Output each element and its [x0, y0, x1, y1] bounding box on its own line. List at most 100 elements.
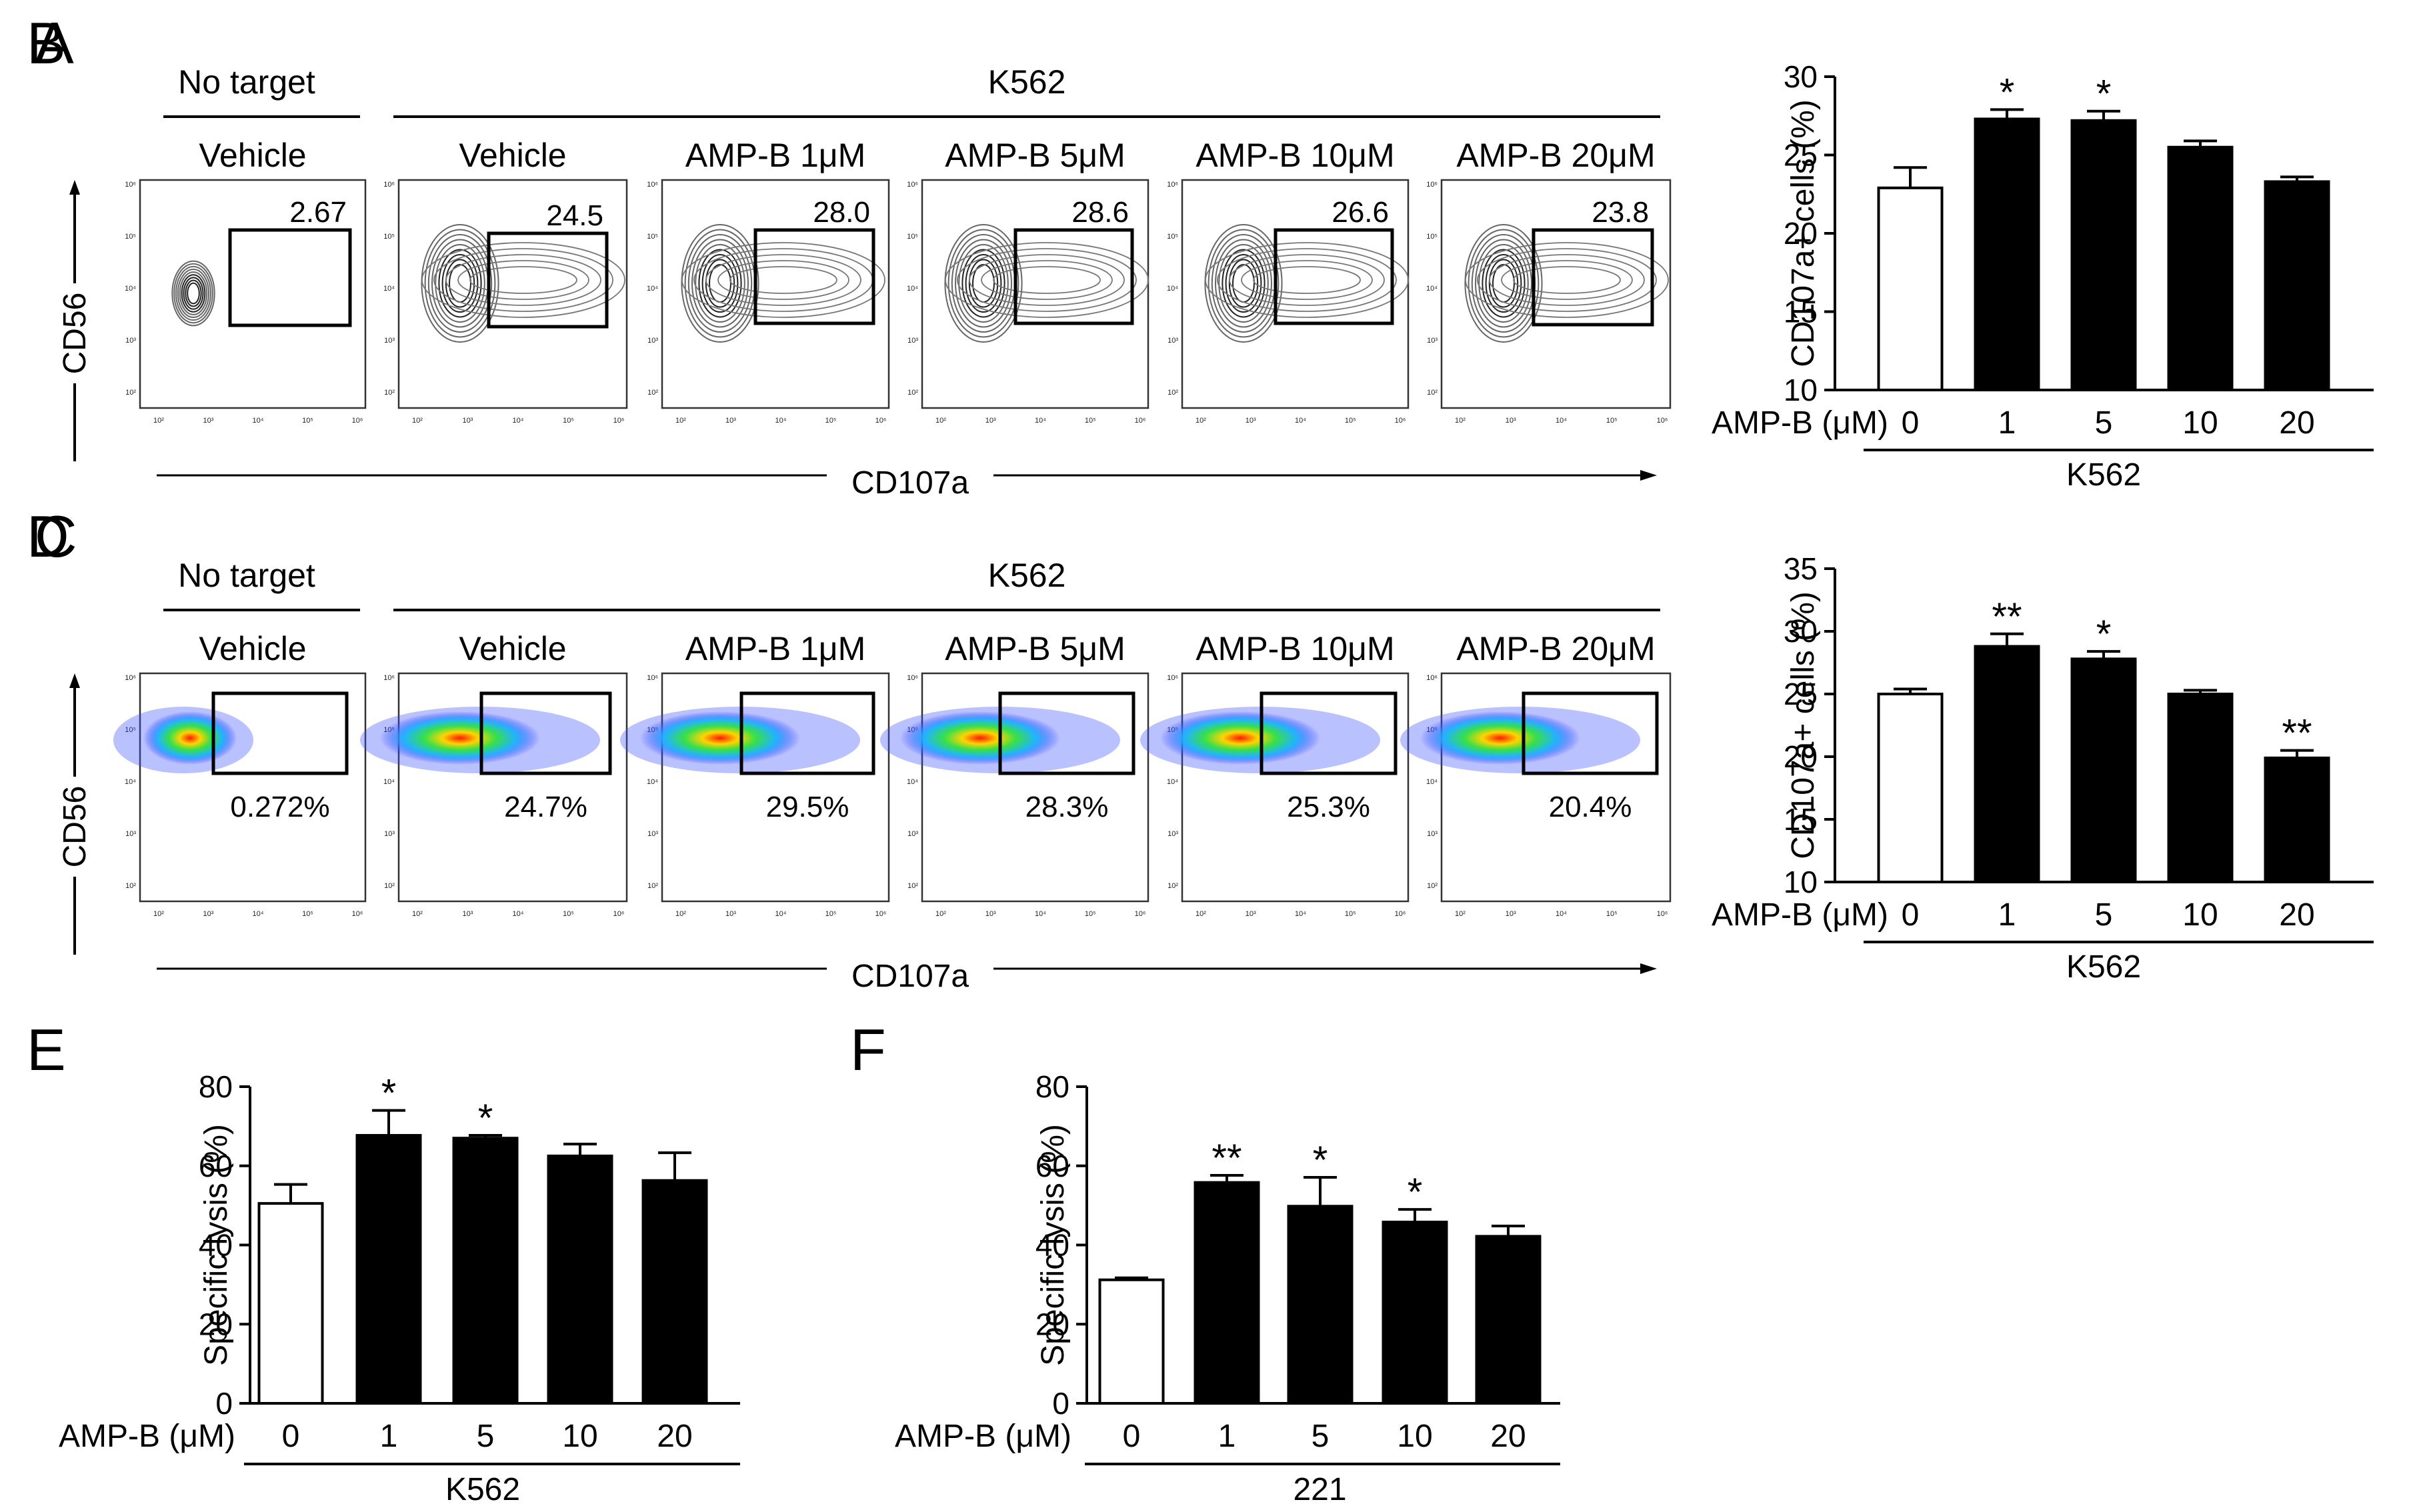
x-tick-label: 10⁴: [1295, 910, 1306, 918]
bar: [1382, 1221, 1448, 1405]
x-tick-label: 10⁵: [302, 910, 313, 918]
x-tick-label: 10⁴: [1295, 417, 1306, 425]
y-tick-label: 10³: [907, 830, 918, 838]
flow-plot: Vehicle10²10²10³10³10⁴10⁴10⁵10⁵10⁶10⁶24.…: [360, 630, 628, 918]
x-tick-label: 10³: [203, 910, 214, 918]
gate-box: [1260, 691, 1398, 775]
x-axis-label: CD107a: [851, 465, 969, 501]
y-tick-label: 0: [1052, 1386, 1069, 1421]
y-tick-label: 10⁴: [125, 285, 136, 293]
group-label: K562: [445, 1472, 520, 1507]
header-no-target: No target: [178, 557, 315, 594]
x-axis-label: CD107a: [851, 959, 969, 994]
y-tick-label: 10⁴: [907, 285, 918, 293]
gate-value: 28.0: [813, 196, 870, 229]
x-tick-label: 10⁶: [1657, 910, 1668, 918]
x-tick-label: 10³: [985, 910, 996, 918]
bar: [1475, 1235, 1542, 1405]
panel-label-D: D: [27, 503, 69, 569]
gate-box: [1274, 228, 1394, 325]
y-tick-label: 10⁶: [647, 181, 658, 189]
contour-line: [729, 266, 837, 294]
contour-line: [705, 254, 861, 306]
flow-plot: Vehicle 10² 10² 10³ 10³ 10⁴ 10⁴ 10⁵ 10⁵ 10⁶ 10⁶ 0.2…: [113, 630, 367, 918]
flow-plot: AMP-B 10μM10²10²10³10³10⁴10⁴10⁵10⁵10⁶10⁶…: [1140, 630, 1410, 918]
y-tick-label: 10²: [1167, 389, 1178, 397]
bar: [1877, 693, 1944, 883]
x-tick-label: 10⁴: [1035, 910, 1046, 918]
panel-label-E: E: [27, 1017, 66, 1083]
y-axis-label: Specific lysis (%): [1035, 1124, 1071, 1366]
contour-line: [187, 282, 200, 305]
y-tick-label: 10: [1784, 865, 1818, 899]
x-tick-label: 10: [2182, 405, 2218, 441]
contour-line: [691, 239, 749, 328]
contour-line: [961, 249, 1005, 318]
x-tick-label: 10²: [1195, 910, 1206, 918]
chart-B: B 10 15 20 25 30 CD107a+ cells (%) 0 * 1 * 5 10 20 AMP…: [27, 10, 2374, 493]
y-tick-label: 0: [215, 1386, 233, 1421]
y-tick-label: 10⁴: [907, 778, 918, 786]
y-tick-label: 10⁵: [907, 233, 918, 241]
x-tick-label: 0: [1902, 897, 1920, 933]
y-tick-label: 10⁴: [1167, 285, 1178, 293]
x-axis-label: AMP-B (μM): [895, 1419, 1071, 1454]
y-tick-label: 10⁵: [1426, 233, 1438, 241]
y-tick-label: 10⁴: [1167, 778, 1178, 786]
column-label: AMP-B 1μM: [685, 630, 866, 667]
x-tick-label: 10⁶: [613, 417, 625, 425]
x-tick-label: 0: [1123, 1419, 1141, 1454]
plot-frame: [397, 672, 628, 903]
contour-line: [438, 249, 482, 318]
arrow-head: [1640, 963, 1657, 974]
x-axis-label: AMP-B (μM): [1712, 897, 1888, 933]
plot-frame: [921, 672, 1149, 903]
y-tick-label: 10: [1784, 373, 1818, 407]
x-tick-label: 10⁶: [352, 417, 363, 425]
contour-line: [1513, 266, 1621, 294]
x-tick-label: 10⁴: [1556, 910, 1567, 918]
y-tick-label: 10⁶: [383, 674, 395, 682]
x-tick-label: 10³: [1506, 910, 1516, 918]
x-tick-label: 20: [2279, 405, 2314, 441]
x-tick-label: 20: [2279, 897, 2314, 933]
density-core: [380, 711, 540, 765]
contour-line: [701, 254, 739, 313]
contour-line: [181, 274, 206, 313]
y-tick-label: 15: [1784, 802, 1818, 837]
contour-line: [1475, 239, 1532, 328]
bar: [1877, 186, 1944, 391]
gate-box: [228, 228, 352, 327]
contour-line: [1485, 254, 1522, 313]
y-tick-label: 10³: [125, 830, 136, 838]
flow-plot: AMP-B 1μM 10² 10² 10³ 10³ 10⁴ 10⁴ 10⁵ 10⁵ 10⁶ 10⁶ 2…: [647, 137, 890, 425]
y-tick-label: 10³: [384, 337, 395, 345]
label-bg: [53, 283, 96, 383]
plot-frame: [1440, 672, 1672, 903]
y-tick-label: 10²: [1427, 389, 1438, 397]
x-tick-label: 20: [657, 1419, 692, 1454]
contour-line: [1478, 244, 1529, 323]
x-tick-label: 10⁶: [875, 417, 887, 425]
contour-line: [469, 266, 577, 294]
flow-plot: AMP-B 5μM 10² 10² 10³ 10³ 10⁴ 10⁴ 10⁵ 10⁵ 10⁶ 10⁶ 2…: [907, 137, 1149, 425]
column-label: AMP-B 20μM: [1456, 630, 1655, 667]
x-tick-label: 10: [562, 1419, 597, 1454]
column-label: Vehicle: [199, 137, 306, 174]
column-label: Vehicle: [459, 137, 566, 174]
flow-panel-C: C No target K562 CD56 CD107a Vehicle 10² 10² 10³…: [35, 503, 1672, 994]
x-tick-label: 10⁵: [1085, 417, 1096, 425]
y-tick-label: 10⁶: [647, 674, 658, 682]
y-tick-label: 10⁴: [647, 778, 658, 786]
contour-line: [433, 248, 613, 312]
contour-line: [681, 224, 759, 343]
y-tick-label: 10⁴: [125, 778, 136, 786]
significance-mark: *: [381, 1072, 397, 1115]
contour-line: [1229, 254, 1385, 306]
contour-line: [445, 259, 475, 308]
contour-line: [1482, 249, 1526, 318]
y-tick-label: 25: [1784, 677, 1818, 711]
significance-mark: *: [2000, 71, 2015, 114]
contour-line: [173, 263, 213, 324]
y-tick-label: 10⁴: [383, 285, 395, 293]
